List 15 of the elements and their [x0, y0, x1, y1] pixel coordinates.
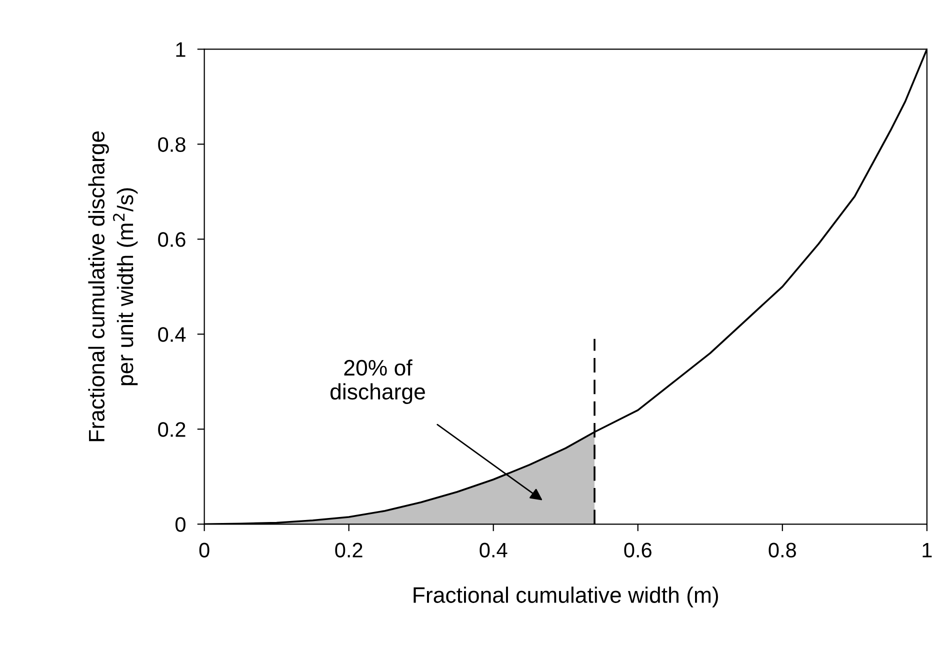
y-axis-title: Fractional cumulative discharge per unit width (m$^{2}$/s) [88, 131, 138, 442]
x-tick-label: 0.4 [480, 542, 508, 558]
y-tick-label: 1 [176, 42, 186, 57]
x-tick-label: 1 [922, 542, 932, 558]
y-tick-label: 0.2 [158, 422, 186, 437]
y-tick-label: 0 [176, 517, 186, 532]
annotation: 20% of discharge [330, 359, 425, 404]
y-tick-label: 0.4 [158, 327, 186, 342]
x-tick-label: 0.8 [768, 542, 796, 558]
y-tick-label: 0.6 [158, 232, 186, 247]
x-tick-label: 0.2 [335, 542, 362, 558]
y-tick-label: 0.8 [158, 137, 186, 152]
x-tick-label: 0.6 [624, 542, 652, 558]
x-axis-title: Fractional cumulative width (m) [414, 586, 718, 608]
x-tick-label: 0 [199, 542, 210, 558]
